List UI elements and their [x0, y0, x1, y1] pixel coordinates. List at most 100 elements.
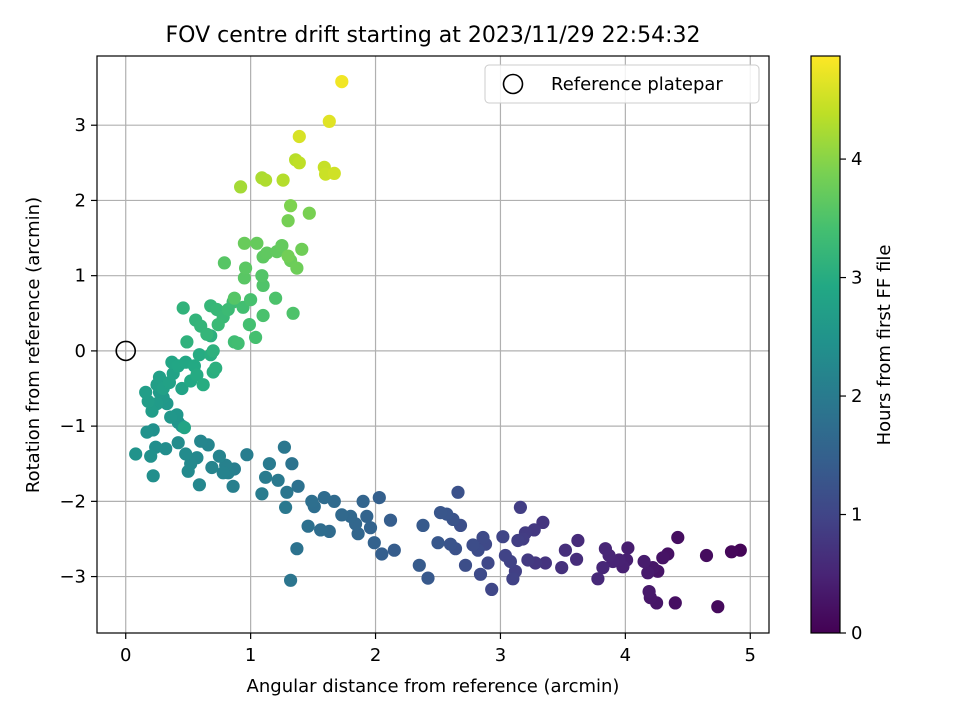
- data-point: [244, 293, 258, 307]
- data-point: [152, 370, 167, 384]
- data-point: [383, 513, 398, 527]
- data-point: [240, 448, 254, 462]
- data-point: [416, 518, 430, 533]
- data-point: [205, 460, 219, 475]
- data-point: [327, 494, 341, 508]
- legend-entry-reference-platepar: Reference platepar: [551, 74, 723, 95]
- data-point: [292, 129, 306, 144]
- data-point: [194, 434, 208, 448]
- data-point: [284, 573, 298, 587]
- data-point: [259, 173, 273, 187]
- data-point: [276, 173, 290, 187]
- data-point: [335, 75, 349, 89]
- data-point: [280, 485, 294, 499]
- data-point: [498, 548, 512, 563]
- data-point: [314, 523, 328, 537]
- data-point: [372, 491, 386, 505]
- data-point: [367, 536, 381, 550]
- data-point: [555, 561, 569, 575]
- data-point: [192, 348, 206, 362]
- data-point: [209, 361, 223, 375]
- data-point: [322, 114, 336, 128]
- data-point: [292, 156, 306, 170]
- data-point: [473, 567, 488, 581]
- data-point: [431, 536, 445, 550]
- data-point: [211, 318, 225, 332]
- data-point: [255, 487, 269, 501]
- data-point: [249, 330, 263, 344]
- data-point: [295, 242, 309, 256]
- plot-area-frame: [96, 55, 770, 634]
- scatter-points: [129, 75, 747, 614]
- data-point: [227, 291, 241, 305]
- data-point: [375, 547, 389, 561]
- data-point: [485, 582, 499, 597]
- data-point: [237, 271, 251, 285]
- data-point: [305, 494, 319, 508]
- legend-marker-open-circle: [502, 73, 524, 95]
- x-tick-label: 3: [495, 645, 506, 666]
- data-point: [451, 485, 465, 499]
- data-point: [621, 541, 635, 555]
- data-point: [360, 509, 374, 523]
- x-tick-label: 5: [745, 645, 756, 666]
- data-point: [256, 278, 270, 292]
- data-point: [140, 425, 154, 439]
- colorbar-tick-label: 2: [851, 386, 862, 407]
- data-point: [129, 447, 143, 461]
- y-tick-label: −1: [59, 416, 86, 437]
- y-tick-label: 3: [75, 115, 86, 136]
- data-point: [641, 566, 655, 580]
- data-point: [212, 449, 226, 463]
- data-point: [256, 308, 270, 323]
- data-point: [275, 239, 289, 253]
- data-point: [271, 473, 285, 487]
- x-tick-label: 0: [120, 645, 131, 666]
- data-point: [231, 336, 245, 350]
- data-point: [176, 301, 190, 315]
- data-point: [317, 491, 331, 505]
- data-point: [146, 469, 160, 483]
- y-axis-ticks: −3 −2 −1 0 1 2 3: [59, 115, 97, 588]
- data-point: [656, 551, 670, 565]
- data-point: [290, 542, 304, 556]
- data-point: [668, 596, 682, 610]
- data-point: [496, 530, 510, 544]
- data-point: [175, 381, 189, 396]
- data-point: [481, 556, 495, 570]
- data-point: [412, 558, 426, 572]
- data-point: [301, 519, 315, 533]
- x-tick-label: 1: [245, 645, 256, 666]
- data-point: [139, 385, 153, 399]
- x-tick-label: 2: [370, 645, 381, 666]
- data-point: [637, 554, 651, 569]
- colorbar: 0 1 2 3 4 Hours from first FF file: [810, 55, 895, 644]
- colorbar-label: Hours from first FF file: [874, 245, 895, 446]
- data-point: [250, 236, 264, 250]
- data-point: [281, 214, 295, 228]
- data-point: [513, 500, 528, 514]
- data-point: [421, 571, 435, 585]
- data-point: [242, 318, 256, 332]
- data-point: [144, 449, 158, 463]
- y-tick-label: 2: [75, 190, 86, 211]
- data-point: [277, 440, 291, 454]
- data-point: [226, 479, 240, 493]
- data-point: [642, 585, 656, 599]
- data-point: [433, 505, 448, 520]
- y-tick-label: 1: [75, 266, 86, 287]
- data-point: [291, 479, 305, 493]
- data-point: [290, 261, 304, 275]
- data-point: [302, 206, 316, 220]
- data-point: [255, 269, 269, 283]
- colorbar-tick-label: 0: [851, 623, 862, 644]
- data-point: [179, 447, 193, 461]
- data-point: [671, 530, 685, 545]
- data-point: [260, 246, 274, 260]
- data-point: [570, 552, 584, 566]
- data-point: [200, 327, 214, 341]
- data-point: [536, 515, 550, 530]
- data-point: [262, 457, 276, 471]
- reference-marker: [115, 340, 137, 362]
